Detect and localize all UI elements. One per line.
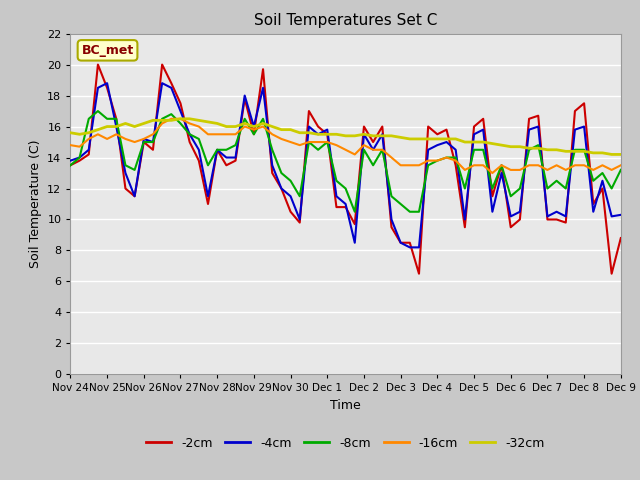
Y-axis label: Soil Temperature (C): Soil Temperature (C) bbox=[29, 140, 42, 268]
Legend: -2cm, -4cm, -8cm, -16cm, -32cm: -2cm, -4cm, -8cm, -16cm, -32cm bbox=[141, 432, 550, 455]
Text: BC_met: BC_met bbox=[81, 44, 134, 57]
X-axis label: Time: Time bbox=[330, 399, 361, 412]
Title: Soil Temperatures Set C: Soil Temperatures Set C bbox=[254, 13, 437, 28]
